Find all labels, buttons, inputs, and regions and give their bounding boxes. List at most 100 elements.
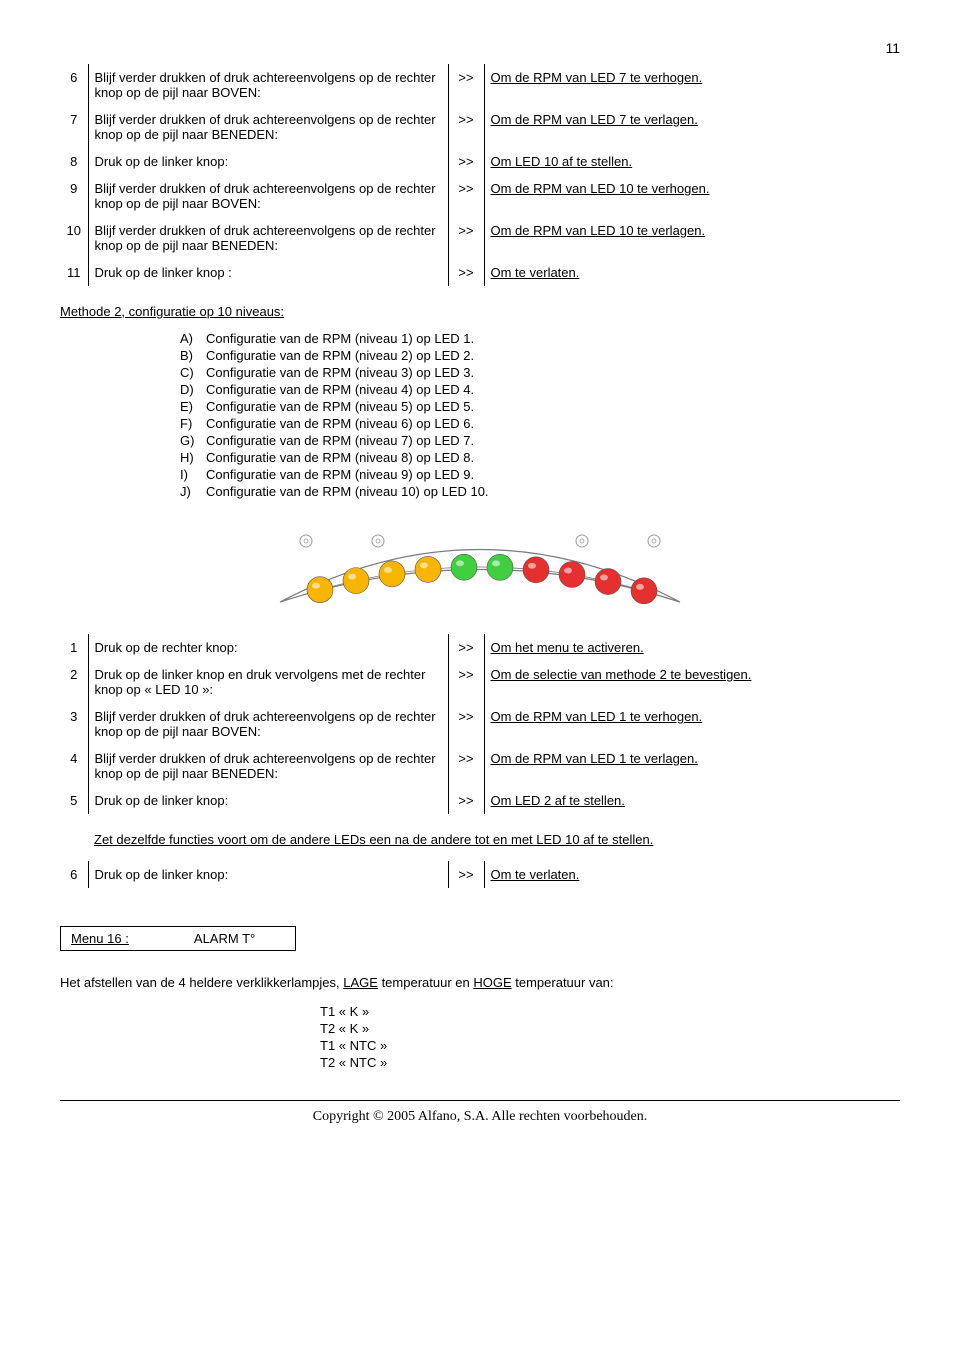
step-number: 5 <box>60 787 88 814</box>
config-label: F) <box>180 416 206 431</box>
config-label: I) <box>180 467 206 482</box>
steps-table-1: 6Blijf verder drukken of druk achtereenv… <box>60 64 900 286</box>
step-result: Om de RPM van LED 7 te verhogen. <box>484 64 900 106</box>
config-item: F)Configuratie van de RPM (niveau 6) op … <box>180 416 900 431</box>
config-label: B) <box>180 348 206 363</box>
step-arrow: >> <box>448 106 484 148</box>
step-number: 10 <box>60 217 88 259</box>
step-result: Om de RPM van LED 10 te verlagen. <box>484 217 900 259</box>
alarm-intro-post: temperatuur van: <box>512 975 614 990</box>
config-label: C) <box>180 365 206 380</box>
led-diagram <box>60 517 900 610</box>
config-text: Configuratie van de RPM (niveau 8) op LE… <box>206 450 474 465</box>
method2-heading: Methode 2, configuratie op 10 niveaus: <box>60 304 900 319</box>
step-desc: Blijf verder drukken of druk achtereenvo… <box>88 175 448 217</box>
table-row: 4Blijf verder drukken of druk achtereenv… <box>60 745 900 787</box>
menu16-value: ALARM T° <box>194 931 255 946</box>
config-item: H)Configuratie van de RPM (niveau 8) op … <box>180 450 900 465</box>
step-result: Om de RPM van LED 1 te verlagen. <box>484 745 900 787</box>
step-arrow: >> <box>448 217 484 259</box>
step-number: 1 <box>60 634 88 661</box>
temp-item: T1 « NTC » <box>320 1038 900 1053</box>
step-result: Om de selectie van methode 2 te bevestig… <box>484 661 900 703</box>
config-label: H) <box>180 450 206 465</box>
steps-table-3: 6Druk op de linker knop:>>Om te verlaten… <box>60 861 900 888</box>
step-result: Om het menu te activeren. <box>484 634 900 661</box>
table-row: 3Blijf verder drukken of druk achtereenv… <box>60 703 900 745</box>
step-number: 2 <box>60 661 88 703</box>
step-desc: Druk op de rechter knop: <box>88 634 448 661</box>
alarm-intro-mid: temperatuur en <box>378 975 473 990</box>
config-text: Configuratie van de RPM (niveau 1) op LE… <box>206 331 474 346</box>
step-arrow: >> <box>448 259 484 286</box>
step-arrow: >> <box>448 661 484 703</box>
alarm-intro-low: LAGE <box>343 975 378 990</box>
config-text: Configuratie van de RPM (niveau 6) op LE… <box>206 416 474 431</box>
table-row: 2Druk op de linker knop en druk vervolge… <box>60 661 900 703</box>
table-row: 9Blijf verder drukken of druk achtereenv… <box>60 175 900 217</box>
step-result: Om de RPM van LED 7 te verlagen. <box>484 106 900 148</box>
config-item: A)Configuratie van de RPM (niveau 1) op … <box>180 331 900 346</box>
table-row: 8Druk op de linker knop:>>Om LED 10 af t… <box>60 148 900 175</box>
step-desc: Blijf verder drukken of druk achtereenvo… <box>88 217 448 259</box>
config-item: G)Configuratie van de RPM (niveau 7) op … <box>180 433 900 448</box>
table-row: 6Druk op de linker knop:>>Om te verlaten… <box>60 861 900 888</box>
step-result: Om de RPM van LED 1 te verhogen. <box>484 703 900 745</box>
table-row: 11Druk op de linker knop :>>Om te verlat… <box>60 259 900 286</box>
temp-item: T1 « K » <box>320 1004 900 1019</box>
step-arrow: >> <box>448 148 484 175</box>
config-item: D)Configuratie van de RPM (niveau 4) op … <box>180 382 900 397</box>
step-desc: Druk op de linker knop en druk vervolgen… <box>88 661 448 703</box>
config-item: E)Configuratie van de RPM (niveau 5) op … <box>180 399 900 414</box>
step-desc: Blijf verder drukken of druk achtereenvo… <box>88 703 448 745</box>
step-result: Om te verlaten. <box>484 259 900 286</box>
step-arrow: >> <box>448 64 484 106</box>
config-text: Configuratie van de RPM (niveau 9) op LE… <box>206 467 474 482</box>
config-text: Configuratie van de RPM (niveau 2) op LE… <box>206 348 474 363</box>
alarm-intro-pre: Het afstellen van de 4 heldere verklikke… <box>60 975 343 990</box>
step-arrow: >> <box>448 634 484 661</box>
step-desc: Blijf verder drukken of druk achtereenvo… <box>88 745 448 787</box>
step-number: 3 <box>60 703 88 745</box>
step-desc: Druk op de linker knop: <box>88 148 448 175</box>
config-item: I)Configuratie van de RPM (niveau 9) op … <box>180 467 900 482</box>
config-item: J)Configuratie van de RPM (niveau 10) op… <box>180 484 900 499</box>
config-text: Configuratie van de RPM (niveau 3) op LE… <box>206 365 474 380</box>
table-row: 1Druk op de rechter knop:>>Om het menu t… <box>60 634 900 661</box>
alarm-intro-high: HOGE <box>473 975 511 990</box>
step-number: 9 <box>60 175 88 217</box>
config-label: D) <box>180 382 206 397</box>
step-arrow: >> <box>448 745 484 787</box>
step-result: Om LED 10 af te stellen. <box>484 148 900 175</box>
table-row: 6Blijf verder drukken of druk achtereenv… <box>60 64 900 106</box>
step-number: 8 <box>60 148 88 175</box>
step-number: 7 <box>60 106 88 148</box>
table-row: 7Blijf verder drukken of druk achtereenv… <box>60 106 900 148</box>
config-label: J) <box>180 484 206 499</box>
step-number: 11 <box>60 259 88 286</box>
temp-item: T2 « NTC » <box>320 1055 900 1070</box>
config-label: A) <box>180 331 206 346</box>
step-arrow: >> <box>448 861 484 888</box>
step-number: 6 <box>60 861 88 888</box>
footer-text: Copyright © 2005 Alfano, S.A. Alle recht… <box>60 1109 900 1125</box>
config-text: Configuratie van de RPM (niveau 7) op LE… <box>206 433 474 448</box>
footer-rule <box>60 1100 900 1101</box>
step-number: 4 <box>60 745 88 787</box>
temp-list: T1 « K »T2 « K »T1 « NTC »T2 « NTC » <box>320 1004 900 1070</box>
step-arrow: >> <box>448 175 484 217</box>
config-label: E) <box>180 399 206 414</box>
config-text: Configuratie van de RPM (niveau 4) op LE… <box>206 382 474 397</box>
page-number: 11 <box>60 40 900 56</box>
step-arrow: >> <box>448 703 484 745</box>
step-result: Om de RPM van LED 10 te verhogen. <box>484 175 900 217</box>
step-desc: Druk op de linker knop : <box>88 259 448 286</box>
menu16-label: Menu 16 : <box>71 931 191 946</box>
step-desc: Druk op de linker knop: <box>88 861 448 888</box>
alarm-intro: Het afstellen van de 4 heldere verklikke… <box>60 975 900 990</box>
step-result: Om te verlaten. <box>484 861 900 888</box>
step-desc: Druk op de linker knop: <box>88 787 448 814</box>
config-list: A)Configuratie van de RPM (niveau 1) op … <box>180 331 900 499</box>
table-row: 5Druk op de linker knop:>>Om LED 2 af te… <box>60 787 900 814</box>
config-text: Configuratie van de RPM (niveau 5) op LE… <box>206 399 474 414</box>
